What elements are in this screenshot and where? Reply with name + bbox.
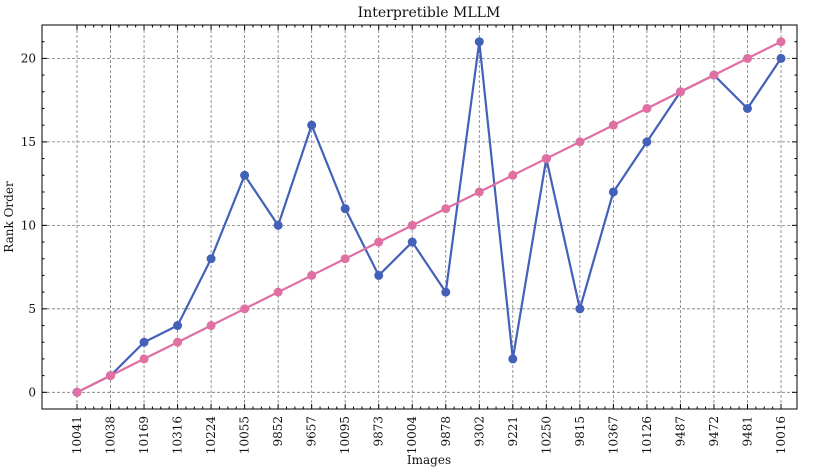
series-2-point	[642, 103, 652, 113]
series-1-point	[240, 170, 250, 180]
x-tick-label: 10055	[238, 416, 252, 454]
x-tick-label: 10016	[774, 416, 788, 454]
x-tick-label: 9852	[271, 416, 285, 447]
series-2-point	[307, 270, 317, 280]
series-2-point	[273, 287, 283, 297]
series-1-line	[76, 40, 782, 394]
y-tick-label: 20	[21, 51, 36, 65]
x-tick-label: 10004	[405, 416, 419, 455]
x-tick-label: 10126	[640, 416, 654, 454]
series-1-point	[139, 337, 149, 347]
series-2-point	[173, 337, 183, 347]
x-tick-label: 10224	[204, 416, 218, 455]
series-1-point	[273, 220, 283, 230]
series-2-line	[76, 40, 782, 394]
series-2-point	[407, 220, 417, 230]
series-1-point	[173, 321, 183, 331]
x-tick-label: 10038	[104, 416, 118, 454]
plot-frame	[41, 24, 798, 410]
series-1-point	[575, 304, 585, 314]
series-2-point	[474, 187, 484, 197]
x-tick-label: 10041	[70, 416, 84, 454]
series-2-point	[709, 70, 719, 80]
x-tick-label: 10367	[606, 416, 620, 454]
series-2-point	[675, 87, 685, 97]
series-1-point	[742, 103, 752, 113]
series-1-point	[441, 287, 451, 297]
series-2-point	[72, 387, 82, 397]
series-1-point	[340, 204, 350, 214]
series-2-point	[742, 53, 752, 63]
series-2-point	[508, 170, 518, 180]
x-tick-label: 9487	[673, 416, 687, 447]
y-tick-label: 15	[21, 135, 36, 149]
grid	[42, 25, 797, 409]
series-1-point	[307, 120, 317, 130]
y-tick-label: 5	[28, 302, 36, 316]
series-1-point	[374, 270, 384, 280]
x-tick-label: 9472	[707, 416, 721, 447]
x-tick-label: 9221	[506, 416, 520, 447]
x-tick-label: 10169	[137, 416, 151, 454]
y-tick-label: 0	[28, 385, 36, 399]
series-1-point	[776, 53, 786, 63]
series-2-point	[374, 237, 384, 247]
x-tick-label: 9302	[472, 416, 486, 447]
series-1-point	[508, 354, 518, 364]
x-tick-label: 10095	[338, 416, 352, 454]
x-tick-label: 9657	[305, 416, 319, 447]
series-1-point	[474, 37, 484, 47]
x-tick-label: 9815	[573, 416, 587, 447]
series-2-point	[206, 321, 216, 331]
series-2-point	[240, 304, 250, 314]
series-2-point	[575, 137, 585, 147]
series-1-point	[642, 137, 652, 147]
x-tick-label: 10316	[171, 416, 185, 454]
x-axis-title: Images	[407, 453, 451, 467]
series-1-point	[206, 254, 216, 264]
series-2-point	[441, 204, 451, 214]
x-tick-label: 10250	[539, 416, 553, 454]
series-1-point	[407, 237, 417, 247]
series-2-point	[340, 254, 350, 264]
series-2-point	[608, 120, 618, 130]
series-1-point	[608, 187, 618, 197]
series-layer	[72, 37, 786, 397]
y-axis-title: Rank Order	[2, 181, 16, 253]
chart-title: Interpretible MLLM	[358, 5, 501, 21]
series-2-point	[106, 371, 116, 381]
axes: 10041 10038 10169 10316 10224 10055 9852 9657 10…	[21, 24, 798, 455]
series-2-point	[776, 37, 786, 47]
x-tick-label: 9873	[372, 416, 386, 447]
x-tick-label: 9481	[740, 416, 754, 447]
y-tick-label: 10	[21, 218, 36, 232]
series-2-point	[139, 354, 149, 364]
x-tick-label: 9878	[439, 416, 453, 447]
series-2-point	[541, 154, 551, 164]
